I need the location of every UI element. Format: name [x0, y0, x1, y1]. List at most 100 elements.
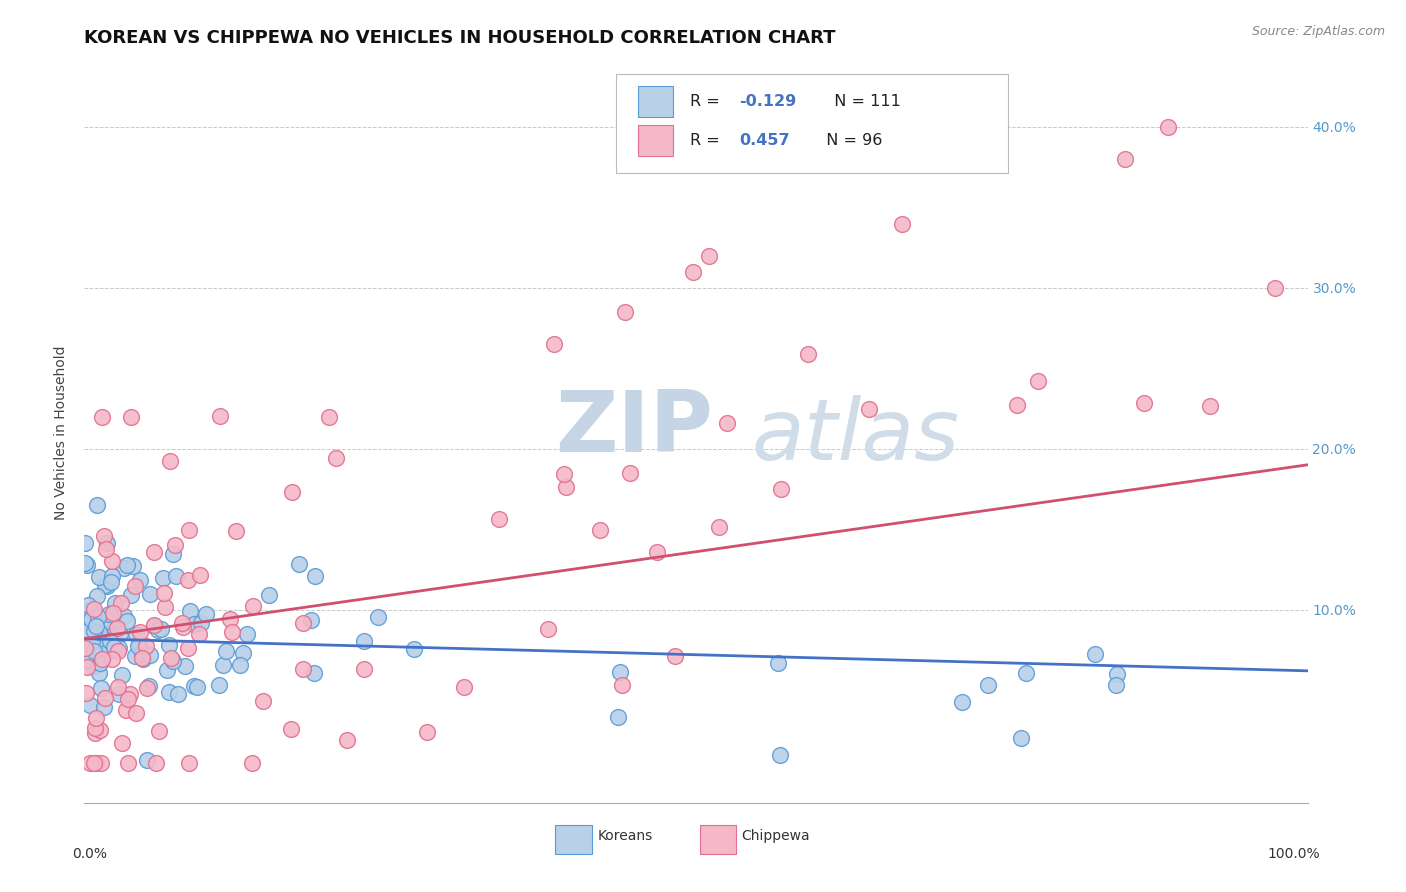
- Point: [416, 724, 439, 739]
- Point: [110, 596, 132, 610]
- Point: [1198, 399, 1220, 413]
- Point: [76, 659, 98, 673]
- Point: [453, 680, 475, 694]
- Point: [1105, 667, 1128, 681]
- Point: [183, 616, 205, 631]
- Point: [553, 467, 575, 481]
- Point: [117, 756, 139, 770]
- Point: [304, 568, 326, 582]
- Point: [153, 600, 176, 615]
- Text: R =: R =: [690, 133, 730, 148]
- Point: [73, 653, 96, 667]
- Point: [76, 558, 98, 573]
- Point: [280, 723, 302, 737]
- Point: [259, 588, 281, 602]
- Point: [84, 619, 107, 633]
- Point: [302, 665, 325, 680]
- Point: [83, 655, 105, 669]
- Point: [211, 658, 233, 673]
- Point: [100, 574, 122, 589]
- Point: [150, 622, 173, 636]
- Point: [117, 692, 139, 706]
- Point: [124, 648, 146, 663]
- Point: [105, 621, 128, 635]
- Point: [96, 645, 118, 659]
- Point: [101, 606, 124, 620]
- Text: -0.129: -0.129: [738, 95, 796, 109]
- Point: [93, 700, 115, 714]
- Point: [1133, 396, 1156, 410]
- Point: [1157, 120, 1180, 134]
- Point: [75, 640, 97, 655]
- Point: [135, 639, 157, 653]
- Point: [115, 614, 138, 628]
- Point: [103, 640, 125, 654]
- Point: [610, 678, 633, 692]
- Point: [127, 639, 149, 653]
- Text: Source: ZipAtlas.com: Source: ZipAtlas.com: [1251, 25, 1385, 38]
- Point: [236, 627, 259, 641]
- Text: N = 96: N = 96: [815, 133, 882, 148]
- FancyBboxPatch shape: [700, 825, 737, 854]
- Point: [891, 217, 914, 231]
- Point: [240, 756, 263, 770]
- Point: [75, 535, 97, 549]
- Point: [96, 620, 118, 634]
- Point: [103, 596, 125, 610]
- Point: [79, 698, 101, 712]
- Point: [83, 756, 105, 770]
- Point: [101, 554, 124, 568]
- Point: [76, 653, 98, 667]
- Point: [1114, 152, 1136, 166]
- Point: [83, 643, 105, 657]
- Point: [96, 579, 118, 593]
- Point: [80, 612, 103, 626]
- Point: [977, 678, 1000, 692]
- Point: [607, 710, 630, 724]
- FancyBboxPatch shape: [616, 73, 1008, 173]
- Point: [145, 756, 167, 770]
- Point: [97, 614, 120, 628]
- Point: [93, 636, 115, 650]
- Point: [93, 691, 115, 706]
- Point: [118, 687, 141, 701]
- Point: [488, 511, 510, 525]
- Point: [132, 652, 155, 666]
- Point: [766, 656, 789, 670]
- Point: [108, 627, 131, 641]
- Point: [73, 607, 96, 621]
- Point: [90, 652, 112, 666]
- Point: [292, 662, 315, 676]
- FancyBboxPatch shape: [638, 125, 672, 156]
- Point: [1015, 666, 1038, 681]
- Point: [79, 756, 101, 770]
- Point: [194, 607, 217, 621]
- Point: [173, 658, 195, 673]
- Point: [89, 657, 111, 671]
- Point: [90, 681, 112, 695]
- Point: [124, 579, 146, 593]
- Point: [112, 609, 135, 624]
- Point: [75, 604, 97, 618]
- Point: [115, 703, 138, 717]
- Text: atlas: atlas: [751, 395, 959, 478]
- Point: [128, 573, 150, 587]
- Point: [172, 615, 194, 630]
- Point: [682, 265, 704, 279]
- Text: R =: R =: [690, 95, 724, 109]
- Point: [172, 620, 194, 634]
- Point: [177, 573, 200, 587]
- Point: [83, 602, 105, 616]
- Point: [299, 613, 322, 627]
- Point: [76, 624, 98, 639]
- Point: [242, 599, 264, 614]
- Point: [143, 545, 166, 559]
- Point: [645, 545, 668, 559]
- Point: [186, 680, 208, 694]
- Point: [555, 480, 578, 494]
- Point: [353, 662, 375, 676]
- Point: [84, 756, 107, 770]
- Point: [160, 651, 183, 665]
- Point: [91, 410, 114, 425]
- Point: [208, 409, 231, 423]
